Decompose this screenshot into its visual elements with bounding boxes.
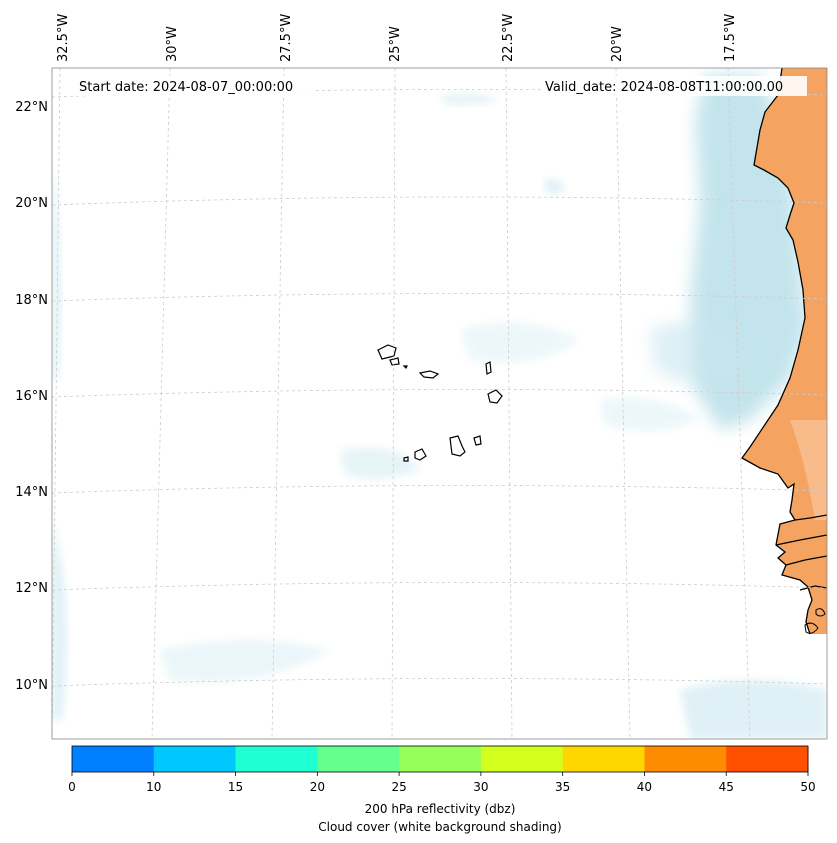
guinea-bissau-coast (785, 555, 827, 566)
sal-island (485, 361, 492, 375)
cloud-cover-shading (52, 75, 827, 739)
colorbar-segment (562, 746, 645, 772)
sao-vicente-island (389, 357, 400, 366)
gridline-lat-18 (52, 293, 827, 302)
colorbar-segments (72, 746, 809, 772)
start-date-box (74, 76, 314, 96)
gridline-lon-27-5 (271, 68, 285, 739)
gridline-lon-20 (615, 68, 631, 739)
start-date-label: Start date: 2024-08-07_00:00:00 (79, 80, 293, 95)
valid-date-label: Valid_date: 2024-08-08T11:00:00.00 (545, 80, 783, 95)
colorbar-subtitle: Cloud cover (white background shading) (318, 820, 561, 834)
fogo-island (414, 448, 427, 461)
valid-date-box (541, 76, 807, 96)
lat-label-20n: 20°N (15, 196, 48, 211)
colorbar-tick-label: 15 (228, 780, 243, 794)
lat-label-12n: 12°N (15, 581, 48, 596)
colorbar-segment (72, 746, 155, 772)
senegal-border (794, 514, 827, 521)
gridline-lon-30 (151, 68, 171, 739)
brava-island (403, 456, 409, 462)
colorbar-tick-label: 50 (800, 780, 815, 794)
colorbar-tick-label: 20 (310, 780, 325, 794)
colorbar-segment (317, 746, 400, 772)
lat-label-14n: 14°N (15, 485, 48, 500)
colorbar-segment (235, 746, 318, 772)
sao-nicolau-island (418, 370, 440, 379)
gridline-lon-25 (391, 68, 396, 739)
lat-label-16n: 16°N (15, 389, 48, 404)
colorbar-frame (71, 745, 809, 773)
lon-label-20w: 20°W (610, 26, 625, 62)
gridline-lat-12 (52, 582, 827, 591)
colorbar-segment (153, 746, 237, 772)
gridline-lat-14 (52, 485, 827, 494)
guinea-coast (799, 585, 827, 591)
colorbar-tick-label: 0 (68, 780, 76, 794)
gambia-border (775, 534, 827, 546)
gridline-lat-10 (52, 678, 827, 687)
lon-label-27-5w: 27.5°W (279, 14, 294, 62)
santiago-island (449, 435, 466, 457)
colorbar-tick-label: 45 (719, 780, 734, 794)
land-reflectivity-streaks (790, 420, 827, 520)
lat-label-10n: 10°N (15, 678, 48, 693)
africa-land (742, 68, 827, 634)
lon-label-17-5w: 17.5°W (723, 14, 738, 62)
colorbar-segment (644, 746, 727, 772)
gridline-lon-22-5 (505, 68, 513, 739)
lon-label-32-5w: 32.5°W (56, 14, 71, 62)
colorbar-tick-label: 25 (391, 780, 406, 794)
colorbar-segment (726, 746, 809, 772)
colorbar-title: 200 hPa reflectivity (dbz) (365, 802, 516, 816)
boa-vista-island (487, 389, 503, 404)
gridline-lat-20 (52, 196, 827, 206)
maio-island (473, 435, 482, 446)
map-area: Start date: 2024-08-07_00:00:00 Valid_da… (52, 68, 827, 739)
lat-label-22n: 22°N (15, 100, 48, 115)
bijagos-island (804, 622, 819, 634)
lon-label-22-5w: 22.5°W (501, 14, 516, 62)
latitude-labels: 22°N 20°N 18°N 16°N 14°N 12°N 10°N (15, 100, 48, 693)
gridline-lat-16 (52, 389, 827, 398)
gridline-lon-17-5 (727, 68, 751, 739)
colorbar-tick-label: 35 (555, 780, 570, 794)
colorbar-ticks: 0 10 15 20 25 30 35 40 45 50 (68, 772, 816, 794)
gridline-lon-32-5 (52, 68, 61, 739)
lon-label-30w: 30°W (165, 26, 180, 62)
longitude-labels: 32.5°W 30°W 27.5°W 25°W 22.5°W 20°W 17.5… (56, 14, 738, 62)
lon-label-25w: 25°W (388, 26, 403, 62)
santa-luzia-island (402, 365, 408, 370)
colorbar-segment (399, 746, 482, 772)
colorbar-tick-label: 10 (146, 780, 161, 794)
santo-antao-island (377, 344, 397, 360)
ocean-background (52, 68, 827, 739)
map-frame (51, 67, 828, 740)
colorbar-segment (480, 746, 564, 772)
cape-verde-islands (377, 344, 503, 462)
coastal-island (815, 608, 826, 617)
colorbar-tick-label: 40 (637, 780, 652, 794)
colorbar-tick-label: 30 (473, 780, 488, 794)
colorbar: 0 10 15 20 25 30 35 40 45 50 200 hPa reflectivity… (68, 745, 816, 834)
africa-coastline (741, 68, 813, 635)
lat-label-18n: 18°N (15, 293, 48, 308)
